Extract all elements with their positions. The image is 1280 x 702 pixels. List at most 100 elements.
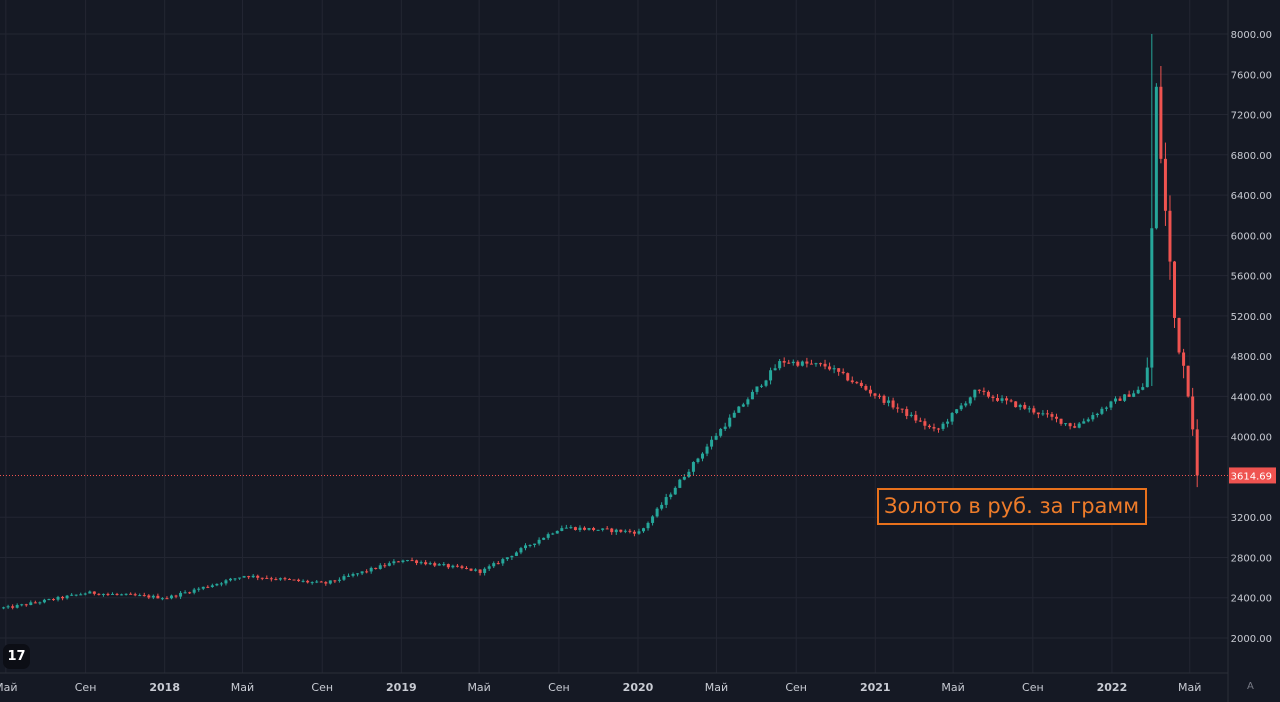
candle-up bbox=[587, 527, 591, 531]
candle-body bbox=[800, 361, 804, 366]
candle-body bbox=[982, 390, 986, 392]
price-axis[interactable]: 8000.00 7600.00 7200.00 6800.00 6400.00 6000.… bbox=[1231, 30, 1272, 645]
candle-body bbox=[1091, 415, 1095, 420]
candle-up bbox=[1082, 418, 1086, 424]
candle-body bbox=[1068, 423, 1072, 427]
candle-body bbox=[564, 527, 568, 529]
candle-up bbox=[38, 601, 42, 605]
candle-body bbox=[887, 400, 891, 403]
candle-up bbox=[1114, 396, 1118, 404]
candle-up bbox=[551, 532, 555, 535]
candle-body bbox=[968, 397, 972, 404]
candle-body bbox=[120, 594, 124, 596]
candle-up bbox=[964, 401, 968, 408]
candle-up bbox=[537, 537, 541, 546]
candle-up bbox=[238, 577, 242, 580]
candle-body bbox=[719, 428, 723, 436]
candle-down bbox=[846, 372, 850, 382]
candle-up bbox=[2, 606, 6, 610]
candle-down bbox=[923, 418, 927, 430]
candle-body bbox=[11, 606, 15, 608]
candle-body bbox=[964, 403, 968, 406]
candle-body bbox=[1145, 367, 1149, 388]
candle-down bbox=[610, 527, 614, 535]
candle-up bbox=[1104, 406, 1108, 412]
time-axis[interactable]: Май Сен 2018 Май Сен 2019 Май Сен 2020 Май Сен 2021… bbox=[0, 681, 1201, 694]
candle-down bbox=[796, 360, 800, 368]
candle-body bbox=[864, 386, 868, 390]
candle-body bbox=[20, 604, 24, 606]
candle-up bbox=[646, 521, 650, 531]
candle-body bbox=[151, 595, 155, 598]
candle-body bbox=[991, 396, 995, 399]
candle-body bbox=[1023, 404, 1027, 409]
candle-body bbox=[873, 393, 877, 396]
candle-up bbox=[523, 543, 527, 551]
candle-down bbox=[927, 424, 931, 429]
candle-down bbox=[147, 594, 151, 600]
candle-body bbox=[274, 579, 278, 581]
candle-down bbox=[905, 406, 909, 420]
candle-body bbox=[156, 595, 160, 599]
candle-body bbox=[927, 425, 931, 428]
candle-up bbox=[492, 561, 496, 569]
candle-down bbox=[855, 381, 859, 385]
candle-body bbox=[306, 580, 310, 583]
candle-down bbox=[97, 593, 101, 596]
x-tick-label: 2020 bbox=[623, 681, 654, 694]
candle-body bbox=[628, 530, 632, 532]
candle-up bbox=[1095, 412, 1099, 418]
candle-body bbox=[614, 529, 618, 533]
x-tick-label: Сен bbox=[75, 681, 97, 694]
candle-body bbox=[896, 407, 900, 409]
candle-body bbox=[533, 543, 537, 545]
x-tick-label: Сен bbox=[785, 681, 807, 694]
candle-up bbox=[510, 555, 514, 560]
auto-scale-button[interactable]: A bbox=[1247, 681, 1254, 692]
candle-body bbox=[328, 580, 332, 584]
candle-body bbox=[360, 571, 364, 574]
candle-up bbox=[746, 397, 750, 407]
candle-body bbox=[868, 389, 872, 394]
candle-up bbox=[224, 579, 228, 586]
candle-up bbox=[179, 591, 183, 599]
candle-body bbox=[1150, 228, 1154, 368]
candle-down bbox=[1159, 66, 1163, 164]
candle-body bbox=[814, 363, 818, 365]
candle-body bbox=[324, 582, 328, 584]
y-tick-label: 3200.00 bbox=[1231, 513, 1272, 524]
candle-up bbox=[941, 421, 945, 431]
grid bbox=[0, 0, 1228, 673]
candle-body bbox=[1073, 426, 1077, 428]
candle-up bbox=[101, 593, 105, 597]
candle-body bbox=[260, 577, 264, 579]
candle-up bbox=[710, 436, 714, 450]
candle-body bbox=[365, 571, 369, 573]
candle-body bbox=[678, 479, 682, 488]
candle-up bbox=[955, 408, 959, 415]
candle-up bbox=[737, 405, 741, 413]
candle-body bbox=[455, 565, 459, 567]
tradingview-logo[interactable]: 17 bbox=[3, 644, 30, 669]
candle-body bbox=[859, 382, 863, 387]
candle-body bbox=[219, 583, 223, 585]
x-tick-label: Май bbox=[0, 681, 18, 694]
candle-body bbox=[701, 453, 705, 459]
candle-down bbox=[809, 359, 813, 365]
candle-up bbox=[542, 537, 546, 541]
candle-up bbox=[601, 528, 605, 532]
candle-up bbox=[169, 594, 173, 600]
candle-body bbox=[537, 539, 541, 544]
candle-body bbox=[1064, 423, 1068, 425]
candle-up bbox=[487, 564, 491, 571]
candle-body bbox=[42, 599, 46, 603]
y-tick-label: 2000.00 bbox=[1231, 634, 1272, 645]
candle-down bbox=[319, 580, 323, 583]
candle-body bbox=[2, 607, 6, 609]
candle-body bbox=[764, 380, 768, 386]
candle-body bbox=[247, 576, 251, 578]
candle-up bbox=[555, 530, 559, 534]
candle-body bbox=[297, 579, 301, 582]
candle-down bbox=[996, 394, 1000, 402]
